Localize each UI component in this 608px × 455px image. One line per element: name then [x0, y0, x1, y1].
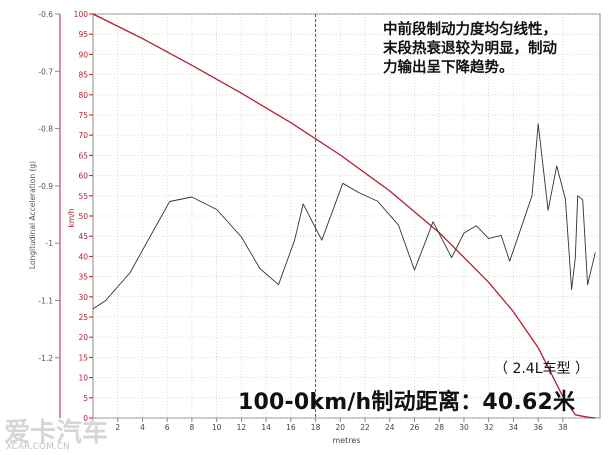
annotation-line-1: 中前段制动力度均匀线性，	[383, 22, 557, 38]
y-right-tick-label: 5	[83, 394, 88, 403]
x-tick-label: 36	[533, 423, 543, 432]
watermark-logo: 爱卡汽车	[4, 418, 109, 448]
y-right-tick-label: 95	[78, 30, 88, 39]
y-right-tick-label: 45	[78, 232, 88, 241]
annotation-line-2: 末段热衰退较为明显，制动	[383, 41, 557, 57]
y-left-tick-label: -0.7	[38, 67, 53, 76]
x-tick-label: 12	[237, 423, 247, 432]
y-left-tick-label: -1.2	[38, 354, 53, 363]
x-tick-label: 26	[410, 423, 420, 432]
y-right-axis-label: km/h	[67, 208, 76, 227]
x-tick-label: 32	[484, 423, 494, 432]
y-right-tick-label: 55	[78, 192, 88, 201]
y-left-tick-label: -0.6	[38, 10, 53, 19]
y-right-tick-label: 40	[78, 252, 88, 261]
x-tick-label: 24	[385, 423, 395, 432]
y-right-tick-label: 20	[78, 333, 88, 342]
model-tag: （ 2.4L车型 ）	[494, 361, 589, 377]
x-tick-label: 14	[261, 423, 271, 432]
x-tick-label: 28	[434, 423, 444, 432]
y-right-tick-label: 60	[78, 172, 88, 181]
x-tick-label: 8	[190, 423, 195, 432]
y-right-tick-label: 0	[83, 414, 88, 423]
y-right-tick-label: 80	[78, 91, 88, 100]
y-left-tick-label: -0.8	[38, 125, 53, 134]
y-right-tick-label: 15	[78, 353, 88, 362]
x-tick-label: 20	[336, 423, 346, 432]
y-right-tick-label: 65	[78, 151, 88, 160]
annotation-line-3: 力输出呈下降趋势。	[383, 60, 514, 76]
x-tick-label: 16	[286, 423, 296, 432]
y-right-tick-label: 70	[78, 131, 88, 140]
y-right-tick-label: 85	[78, 71, 88, 80]
y-right-tick-label: 30	[78, 293, 88, 302]
y-left-tick-label: -1.1	[38, 297, 53, 306]
x-tick-label: 6	[165, 423, 170, 432]
x-tick-label: 18	[311, 423, 321, 432]
watermark-url: XCAR.COM.CN	[6, 442, 70, 452]
y-right-tick-label: 10	[78, 374, 88, 383]
y-left-axis-label: Longitudinal Acceleration (g)	[28, 161, 37, 269]
x-tick-label: 2	[115, 423, 120, 432]
y-left-tick-label: -1	[46, 239, 54, 248]
x-tick-label: 30	[459, 423, 469, 432]
y-left-tick-label: -0.9	[38, 182, 53, 191]
acceleration-series-line	[92, 123, 596, 310]
x-tick-label: 4	[140, 423, 145, 432]
y-right-tick-label: 75	[78, 111, 88, 120]
x-tick-label: 10	[212, 423, 222, 432]
headline: 100-0km/h制动距离：40.62米	[238, 390, 576, 415]
x-tick-label: 34	[509, 423, 519, 432]
x-axis-label: metres	[332, 436, 360, 445]
x-tick-label: 38	[558, 423, 568, 432]
y-right-tick-label: 50	[78, 212, 88, 221]
y-right-tick-label: 90	[78, 50, 88, 59]
y-right-tick-label: 25	[78, 313, 88, 322]
x-tick-label: 22	[360, 423, 370, 432]
annotation-text: 中前段制动力度均匀线性， 末段热衰退较为明显，制动 力输出呈下降趋势。	[383, 21, 603, 78]
y-right-tick-label: 100	[74, 10, 89, 19]
y-right-tick-label: 35	[78, 273, 88, 282]
